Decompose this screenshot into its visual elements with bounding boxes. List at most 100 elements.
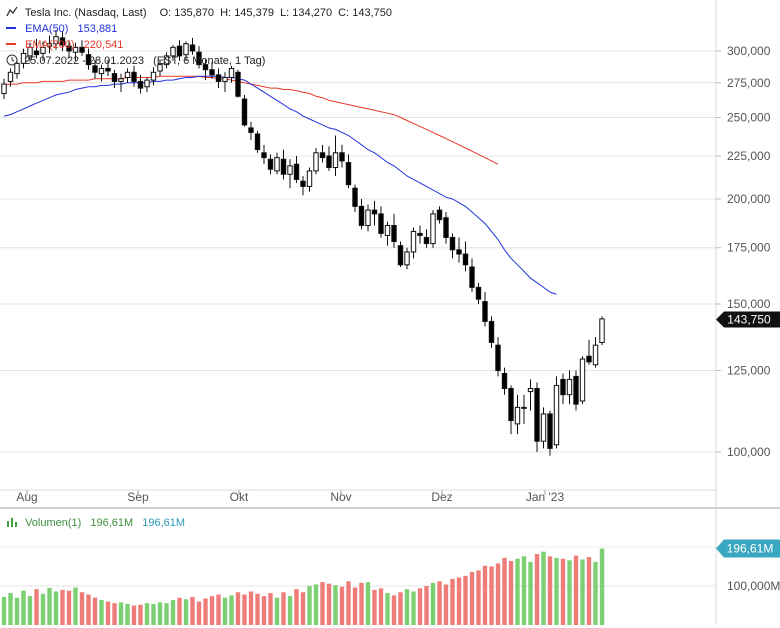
volume-bar xyxy=(170,600,176,625)
candle-body xyxy=(579,358,586,402)
candle xyxy=(163,52,170,69)
month-label: Okt xyxy=(230,490,249,504)
candle-body xyxy=(111,73,118,82)
candle-body xyxy=(254,133,261,151)
ema200-value: 220,541 xyxy=(83,39,124,51)
volume-bar xyxy=(268,593,273,625)
legend-ema200[interactable]: EMA(200) 220,541 xyxy=(6,38,123,52)
candle-body xyxy=(319,152,326,159)
volume-bar xyxy=(398,592,403,625)
volume-bar xyxy=(209,596,215,625)
volume-bar xyxy=(463,575,468,625)
volume-bar xyxy=(495,563,501,625)
volume-label: Volumen(1) xyxy=(25,517,82,529)
volume-bar xyxy=(53,591,59,625)
volume-bar xyxy=(417,588,423,625)
instrument-icon xyxy=(6,6,18,17)
candle-body xyxy=(144,79,150,88)
volume-bar xyxy=(560,558,566,625)
candle xyxy=(508,385,514,435)
volume-bar xyxy=(391,595,397,625)
candle xyxy=(293,156,300,183)
volume-bar xyxy=(339,586,345,625)
volume-bar xyxy=(456,577,462,625)
candle-body xyxy=(222,76,228,82)
candle-body xyxy=(215,74,222,82)
volume-bar xyxy=(430,582,436,625)
ema50-line xyxy=(3,75,557,295)
candle xyxy=(280,149,287,180)
ema50-value: 153,881 xyxy=(77,23,118,35)
volume-bar xyxy=(242,594,247,625)
candle-body xyxy=(397,245,404,266)
candle xyxy=(40,41,46,61)
volume-bar xyxy=(255,593,260,625)
candle-body xyxy=(66,45,72,52)
candle-body xyxy=(592,344,599,366)
candle xyxy=(7,68,14,87)
last-price-tag xyxy=(716,311,780,328)
candle-body xyxy=(137,80,144,89)
candle xyxy=(326,146,332,171)
candle-body xyxy=(553,384,560,446)
candle xyxy=(79,40,85,56)
volume-bar xyxy=(300,592,306,625)
candle xyxy=(573,370,579,411)
candle-body xyxy=(495,344,501,372)
candle-body xyxy=(33,50,40,56)
volume-bar xyxy=(144,603,150,625)
candle xyxy=(85,48,92,70)
candle-body xyxy=(59,37,66,46)
volume-bar xyxy=(599,548,605,625)
volume-bar xyxy=(164,603,169,625)
volume-bar xyxy=(86,594,91,625)
volume-bar xyxy=(378,588,384,625)
candle xyxy=(384,221,391,246)
volume-bar xyxy=(528,561,533,625)
candle-body xyxy=(79,46,85,53)
candle-body xyxy=(488,320,495,343)
volume-bar xyxy=(34,589,39,625)
candle-body xyxy=(241,98,248,126)
candle xyxy=(397,241,404,268)
ema200-label: EMA(200) xyxy=(25,39,75,51)
legend-ema50[interactable]: EMA(50) 153,881 xyxy=(6,22,117,36)
candle-body xyxy=(209,69,215,76)
candle xyxy=(482,292,488,327)
candle-body xyxy=(170,46,176,57)
candle xyxy=(176,40,183,61)
month-label: Jan '23 xyxy=(526,490,565,504)
volume-bar xyxy=(66,590,72,625)
candle xyxy=(215,68,222,89)
volume-bar xyxy=(261,596,267,625)
volume-bar xyxy=(99,600,104,625)
candle-body xyxy=(371,209,378,215)
candle xyxy=(267,154,274,175)
candle xyxy=(436,206,443,224)
candle xyxy=(365,204,371,232)
candle xyxy=(417,225,423,244)
volume-bar xyxy=(320,582,325,625)
candle xyxy=(189,37,196,55)
ema50-swatch xyxy=(6,27,16,29)
candle-body xyxy=(20,52,27,64)
candle-body xyxy=(85,54,92,66)
candle xyxy=(592,337,599,368)
volume-bar xyxy=(541,551,546,625)
candle-body xyxy=(521,406,527,409)
candle-body xyxy=(449,236,456,251)
candle xyxy=(547,410,553,456)
candle xyxy=(566,370,573,405)
month-label: Aug xyxy=(16,490,37,504)
candle-body xyxy=(430,213,436,245)
last-price-label: 143,750 xyxy=(727,313,771,327)
candle-body xyxy=(235,71,241,97)
volume-bar xyxy=(294,589,299,625)
volume-bar xyxy=(118,602,124,625)
volume-bar xyxy=(469,571,475,625)
candle xyxy=(59,30,66,51)
volume-bar xyxy=(450,578,455,625)
candle-body xyxy=(118,78,124,82)
